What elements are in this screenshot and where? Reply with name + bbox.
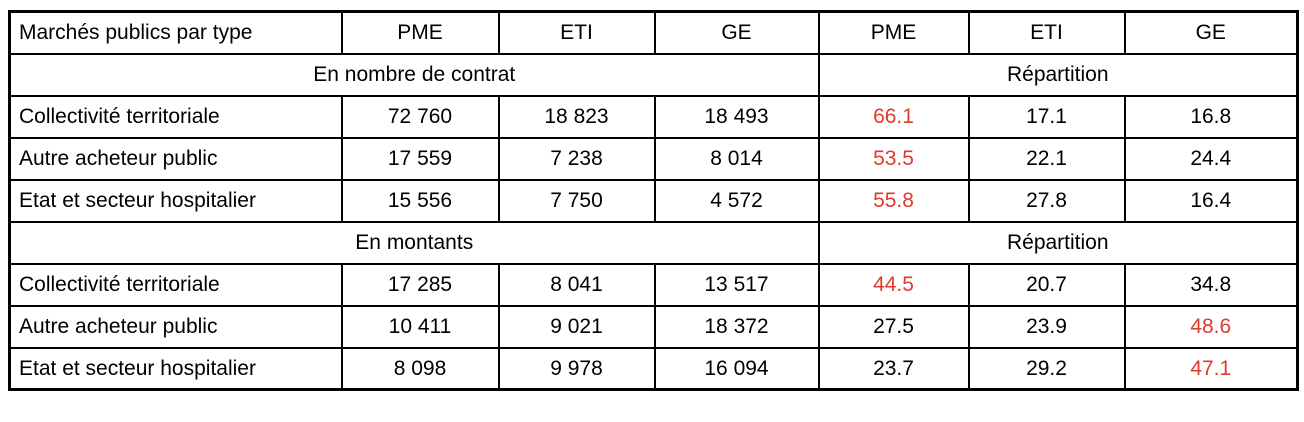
share-cell: 16.8 bbox=[1123, 94, 1299, 139]
count-cell: 9 978 bbox=[497, 346, 656, 391]
column-header-ge-share: GE bbox=[1123, 10, 1299, 55]
share-cell: 55.8 bbox=[817, 178, 970, 223]
share-cell: 29.2 bbox=[967, 346, 1126, 391]
section-label-nombre: En nombre de contrat bbox=[8, 52, 820, 97]
count-cell: 18 372 bbox=[653, 304, 820, 349]
section-label-montants: En montants bbox=[8, 220, 820, 265]
column-header-eti-share: ETI bbox=[967, 10, 1126, 55]
count-cell: 8 041 bbox=[497, 262, 656, 307]
row-label: Collectivité territoriale bbox=[8, 94, 343, 139]
section-header-row: En montants Répartition bbox=[8, 220, 1299, 265]
share-cell: 23.7 bbox=[817, 346, 970, 391]
count-cell: 16 094 bbox=[653, 346, 820, 391]
table-title: Marchés publics par type bbox=[8, 10, 343, 55]
count-cell: 72 760 bbox=[340, 94, 500, 139]
row-label: Autre acheteur public bbox=[8, 304, 343, 349]
share-cell: 27.8 bbox=[967, 178, 1126, 223]
table-row: Autre acheteur public 17 559 7 238 8 014… bbox=[8, 136, 1299, 181]
count-cell: 7 238 bbox=[497, 136, 656, 181]
share-cell: 22.1 bbox=[967, 136, 1126, 181]
row-label: Etat et secteur hospitalier bbox=[8, 178, 343, 223]
share-cell: 24.4 bbox=[1123, 136, 1299, 181]
count-cell: 7 750 bbox=[497, 178, 656, 223]
count-cell: 15 556 bbox=[340, 178, 500, 223]
row-label: Etat et secteur hospitalier bbox=[8, 346, 343, 391]
table-row: Autre acheteur public 10 411 9 021 18 37… bbox=[8, 304, 1299, 349]
count-cell: 18 493 bbox=[653, 94, 820, 139]
count-cell: 13 517 bbox=[653, 262, 820, 307]
count-cell: 10 411 bbox=[340, 304, 500, 349]
count-cell: 17 559 bbox=[340, 136, 500, 181]
marches-publics-table-container: Marchés publics par type PME ETI GE PME … bbox=[8, 10, 1299, 391]
repartition-label: Répartition bbox=[817, 52, 1299, 97]
count-cell: 8 098 bbox=[340, 346, 500, 391]
repartition-label: Répartition bbox=[817, 220, 1299, 265]
count-cell: 4 572 bbox=[653, 178, 820, 223]
table-row: Etat et secteur hospitalier 15 556 7 750… bbox=[8, 178, 1299, 223]
column-header-pme-share: PME bbox=[817, 10, 970, 55]
count-cell: 18 823 bbox=[497, 94, 656, 139]
row-label: Autre acheteur public bbox=[8, 136, 343, 181]
column-header-ge-count: GE bbox=[653, 10, 820, 55]
share-cell: 66.1 bbox=[817, 94, 970, 139]
share-cell: 53.5 bbox=[817, 136, 970, 181]
table-row: Collectivité territoriale 72 760 18 823 … bbox=[8, 94, 1299, 139]
row-label: Collectivité territoriale bbox=[8, 262, 343, 307]
column-header-eti-count: ETI bbox=[497, 10, 656, 55]
header-row: Marchés publics par type PME ETI GE PME … bbox=[8, 10, 1299, 55]
marches-publics-table: Marchés publics par type PME ETI GE PME … bbox=[8, 10, 1299, 391]
share-cell: 44.5 bbox=[817, 262, 970, 307]
share-cell: 23.9 bbox=[967, 304, 1126, 349]
table-row: Etat et secteur hospitalier 8 098 9 978 … bbox=[8, 346, 1299, 391]
share-cell: 16.4 bbox=[1123, 178, 1299, 223]
table-row: Collectivité territoriale 17 285 8 041 1… bbox=[8, 262, 1299, 307]
share-cell: 27.5 bbox=[817, 304, 970, 349]
share-cell: 47.1 bbox=[1123, 346, 1299, 391]
share-cell: 20.7 bbox=[967, 262, 1126, 307]
share-cell: 34.8 bbox=[1123, 262, 1299, 307]
share-cell: 48.6 bbox=[1123, 304, 1299, 349]
count-cell: 9 021 bbox=[497, 304, 656, 349]
count-cell: 17 285 bbox=[340, 262, 500, 307]
count-cell: 8 014 bbox=[653, 136, 820, 181]
column-header-pme-count: PME bbox=[340, 10, 500, 55]
section-header-row: En nombre de contrat Répartition bbox=[8, 52, 1299, 97]
share-cell: 17.1 bbox=[967, 94, 1126, 139]
